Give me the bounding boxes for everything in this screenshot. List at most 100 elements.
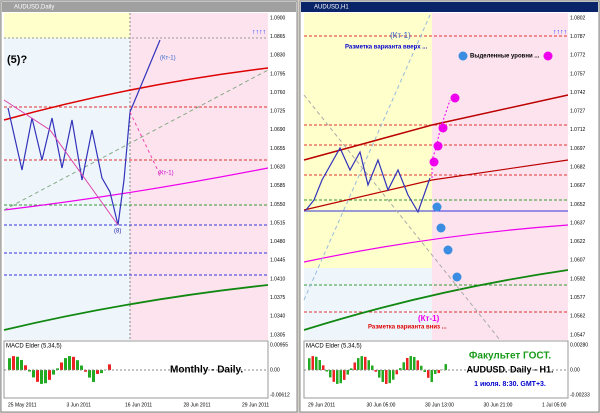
histogram-bar [318, 360, 321, 370]
price-label: 1.0787 [570, 34, 586, 40]
histogram-bar [399, 368, 402, 370]
price-label: 1.0550 [270, 202, 286, 208]
title-bar[interactable] [2, 2, 296, 12]
legend-marker [543, 51, 553, 61]
trend-line [3, 69, 269, 211]
histogram-bar [360, 356, 363, 370]
date-label: 30 Jun 13:00 [425, 402, 454, 408]
date-label: 30 Jun 21:00 [484, 402, 513, 408]
histogram-bar [357, 358, 360, 370]
price-label: 1.0515 [270, 220, 286, 226]
histogram-bar [32, 370, 35, 378]
level-marker[interactable] [436, 223, 446, 233]
histogram-bar [364, 356, 367, 370]
histogram-bar [96, 370, 99, 374]
price-label: 1.0340 [270, 314, 286, 320]
histogram-bar [444, 364, 447, 370]
indicator-label: MACD Elder (5,34,5) [6, 344, 62, 350]
histogram-bar [44, 370, 47, 384]
histogram-bar [374, 370, 377, 372]
histogram-bar [325, 370, 328, 372]
histogram-bar [315, 356, 318, 370]
price-label: 1.0592 [570, 276, 586, 282]
histogram-bar [427, 370, 430, 378]
window-title: AUDUSD,H1 [314, 5, 349, 11]
price-label: 1.0697 [570, 146, 586, 152]
right-window: AUDUSD,H1 (Кт-1) Разметка варианта вверх… [299, 0, 600, 413]
histogram-bar [346, 370, 349, 375]
level-marker[interactable] [450, 93, 460, 103]
level-marker[interactable] [432, 202, 442, 212]
price-label: 1.0652 [570, 202, 586, 208]
histogram-bar [367, 360, 370, 370]
price-label: 1.0305 [270, 332, 286, 338]
macd-histogram [304, 356, 568, 384]
zone-pink [130, 13, 268, 340]
histogram-bar [80, 365, 83, 370]
histogram-bar [343, 370, 346, 380]
price-label: 1.0480 [270, 239, 286, 245]
price-label: 1.0830 [270, 53, 286, 59]
date-label: 3 Jun 2011 [67, 402, 92, 408]
date-label: 1 Jul 05:00 [542, 402, 567, 408]
price-path [305, 146, 431, 214]
zone-yellow [4, 13, 130, 38]
price-label: 1.0690 [270, 127, 286, 133]
histogram-bar [64, 358, 67, 370]
price-label: 1.0445 [270, 258, 286, 264]
histogram-bar [16, 356, 19, 370]
price-label: 1.0655 [270, 146, 286, 152]
price-label: 1.0410 [270, 276, 286, 282]
histogram-bar [392, 370, 395, 380]
trend-line [3, 167, 269, 211]
histogram-bar [336, 370, 339, 384]
title-bar[interactable] [301, 2, 598, 12]
level-marker[interactable] [452, 272, 462, 282]
wave-line [3, 99, 119, 226]
wave-label: (5)? [7, 54, 27, 66]
macd-label: 0.00280 [570, 342, 588, 348]
histogram-bar [92, 370, 95, 382]
price-label: 1.0547 [570, 332, 586, 338]
trend-line [303, 269, 569, 331]
histogram-bar [68, 356, 71, 370]
price-path [7, 39, 161, 226]
histogram-bar [430, 370, 433, 383]
histogram-bar [353, 362, 356, 370]
caption: Факультет ГОСТ. [469, 351, 551, 362]
price-label: 1.0375 [270, 295, 286, 301]
price-label: 1.0865 [270, 34, 286, 40]
price-axis [268, 13, 296, 399]
date-label: 29 Jun 2011 [242, 402, 269, 408]
price-label: 1.0682 [570, 165, 586, 171]
price-label: 1.0795 [270, 71, 286, 77]
level-marker[interactable] [438, 123, 448, 133]
histogram-bar [371, 365, 374, 370]
caption: Monthly - Daily. [170, 365, 243, 376]
trend-line [3, 284, 269, 331]
level-marker[interactable] [433, 141, 443, 151]
trend-line [303, 94, 569, 161]
histogram-bar [423, 370, 426, 372]
macd-label: 0.00955 [270, 342, 288, 348]
histogram-bar [52, 370, 55, 375]
histogram-bar [84, 370, 87, 372]
price-label: 1.0562 [570, 314, 586, 320]
histogram-bar [395, 370, 398, 375]
caption: AUDUSD. Daily - H1. [466, 364, 553, 374]
target-label: (Кт-1) [418, 314, 440, 323]
price-label: 1.0757 [570, 71, 586, 77]
levels-label: Выделенные уровни ... [470, 54, 540, 60]
histogram-bar [413, 356, 416, 370]
date-label: 16 Jun 2011 [125, 402, 152, 408]
price-label: 1.0772 [570, 53, 586, 59]
histogram-bar [76, 360, 79, 370]
trend-line [303, 224, 569, 263]
trend-line [303, 159, 569, 211]
histogram-bar [437, 370, 440, 374]
level-marker[interactable] [443, 245, 453, 255]
level-marker[interactable] [429, 157, 439, 167]
target-label: (Кт-1) [390, 31, 411, 40]
histogram-bar [60, 362, 63, 370]
